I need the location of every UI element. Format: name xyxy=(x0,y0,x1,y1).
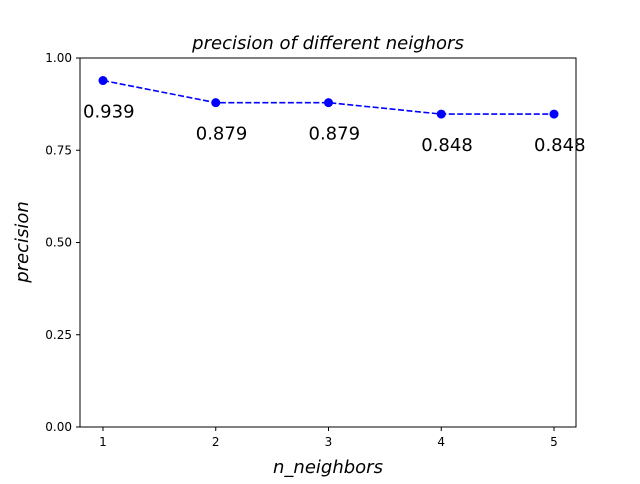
data-label: 0.939 xyxy=(83,102,135,123)
y-axis-label: precision xyxy=(12,201,33,284)
chart-title: precision of different neighors xyxy=(191,33,464,54)
series-line xyxy=(102,79,554,115)
x-tick-label: 1 xyxy=(99,435,107,449)
y-tick-label: 0.75 xyxy=(45,143,72,157)
data-point xyxy=(211,98,221,108)
x-tick-label: 5 xyxy=(550,435,558,449)
data-point xyxy=(324,98,333,108)
data-point xyxy=(549,109,559,119)
y-tick-label: 0.50 xyxy=(45,236,72,250)
y-tick-label: 1.00 xyxy=(45,51,72,65)
y-tick-label: 0.00 xyxy=(45,420,72,434)
x-tick-label: 3 xyxy=(325,435,333,449)
y-tick-label: 0.25 xyxy=(45,328,72,342)
plot-frame xyxy=(79,57,577,428)
x-tick-label: 2 xyxy=(212,435,220,449)
x-tick-label: 4 xyxy=(437,435,445,449)
data-label: 0.848 xyxy=(534,135,586,156)
data-point xyxy=(98,76,108,86)
data-label: 0.879 xyxy=(309,124,361,145)
data-label: 0.848 xyxy=(421,135,473,156)
data-label: 0.879 xyxy=(196,124,248,145)
data-point xyxy=(436,109,446,119)
x-axis-label: n_neighbors xyxy=(273,457,383,478)
